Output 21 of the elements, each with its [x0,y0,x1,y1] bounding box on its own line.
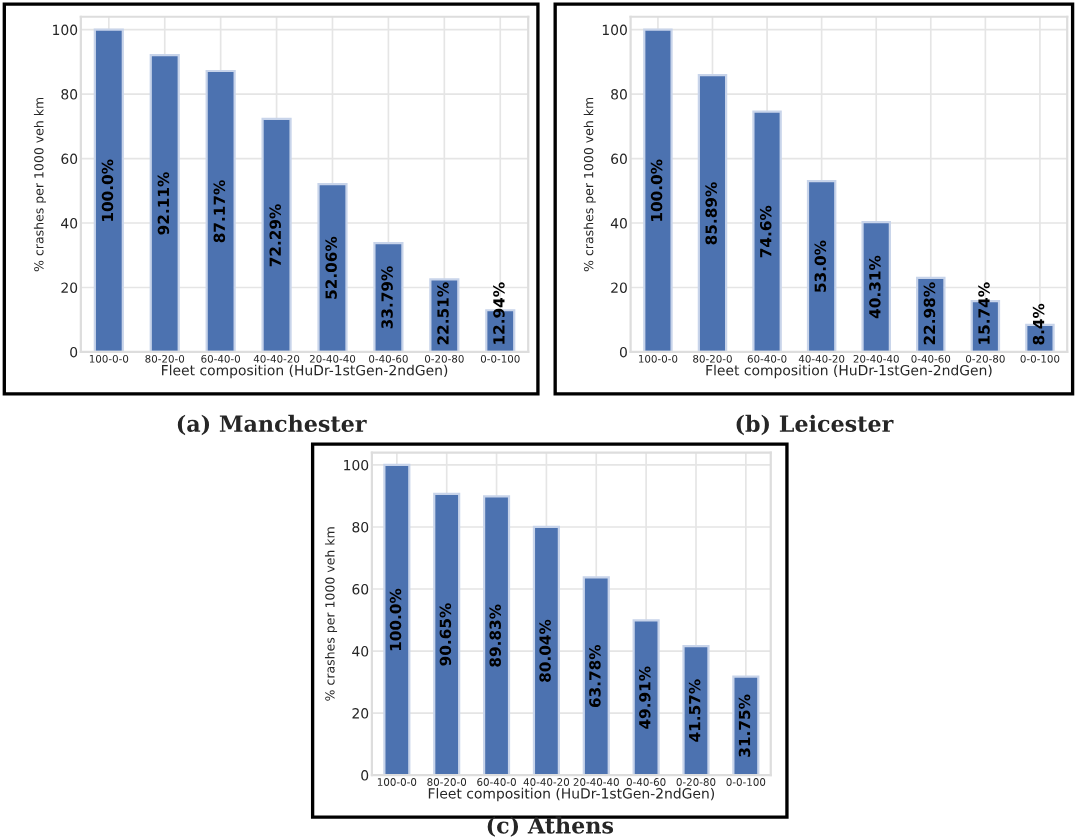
text: (b) Leicester [736,414,894,436]
bar [697,74,728,352]
bar [317,183,348,352]
bar [582,576,610,776]
bar [643,28,673,352]
bar [806,180,837,352]
text: (c) Athens [487,816,614,837]
bar [752,110,782,352]
bar [383,463,411,776]
bar [205,69,236,352]
bar [861,220,891,352]
bar [373,241,404,352]
bar [632,619,660,776]
bar [682,645,710,776]
bar [532,525,560,776]
bar [93,28,124,352]
text: (a) Manchester [177,414,367,436]
bar [261,117,292,352]
bar [433,492,461,776]
bar [482,495,511,776]
bar [149,53,180,352]
